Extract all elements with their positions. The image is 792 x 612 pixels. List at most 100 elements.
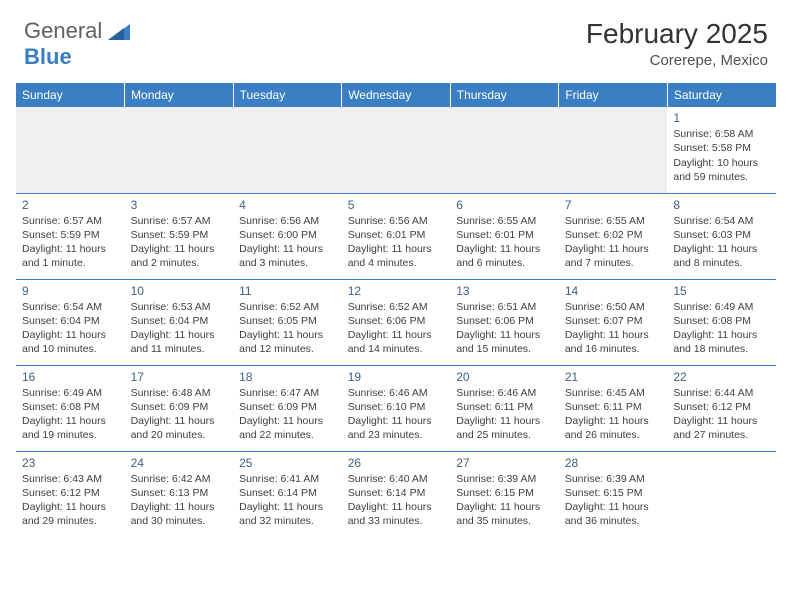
day-number: 10 <box>131 283 228 299</box>
sunset-text: Sunset: 6:14 PM <box>348 486 445 500</box>
calendar-day-cell: 2Sunrise: 6:57 AMSunset: 5:59 PMDaylight… <box>16 193 125 279</box>
calendar-day-cell: 12Sunrise: 6:52 AMSunset: 6:06 PMDayligh… <box>342 279 451 365</box>
daylight-text: Daylight: 11 hours and 30 minutes. <box>131 500 228 528</box>
calendar-week-row: 1Sunrise: 6:58 AMSunset: 5:58 PMDaylight… <box>16 107 776 193</box>
sunrise-text: Sunrise: 6:39 AM <box>565 472 662 486</box>
sunset-text: Sunset: 6:06 PM <box>348 314 445 328</box>
sunrise-text: Sunrise: 6:51 AM <box>456 300 553 314</box>
daylight-text: Daylight: 11 hours and 1 minute. <box>22 242 119 270</box>
calendar-day-cell: 9Sunrise: 6:54 AMSunset: 6:04 PMDaylight… <box>16 279 125 365</box>
month-title: February 2025 <box>586 18 768 50</box>
calendar-day-cell: 24Sunrise: 6:42 AMSunset: 6:13 PMDayligh… <box>125 451 234 537</box>
daylight-text: Daylight: 11 hours and 25 minutes. <box>456 414 553 442</box>
sunset-text: Sunset: 6:08 PM <box>22 400 119 414</box>
calendar-day-cell: 20Sunrise: 6:46 AMSunset: 6:11 PMDayligh… <box>450 365 559 451</box>
logo: General <box>24 18 134 44</box>
calendar-day-cell: 25Sunrise: 6:41 AMSunset: 6:14 PMDayligh… <box>233 451 342 537</box>
daylight-text: Daylight: 11 hours and 2 minutes. <box>131 242 228 270</box>
day-number: 3 <box>131 197 228 213</box>
calendar-week-row: 16Sunrise: 6:49 AMSunset: 6:08 PMDayligh… <box>16 365 776 451</box>
daylight-text: Daylight: 11 hours and 33 minutes. <box>348 500 445 528</box>
sunrise-text: Sunrise: 6:45 AM <box>565 386 662 400</box>
sunset-text: Sunset: 6:05 PM <box>239 314 336 328</box>
calendar-day-cell: 16Sunrise: 6:49 AMSunset: 6:08 PMDayligh… <box>16 365 125 451</box>
calendar-day-cell: 7Sunrise: 6:55 AMSunset: 6:02 PMDaylight… <box>559 193 668 279</box>
daylight-text: Daylight: 11 hours and 32 minutes. <box>239 500 336 528</box>
sunrise-text: Sunrise: 6:42 AM <box>131 472 228 486</box>
daylight-text: Daylight: 11 hours and 4 minutes. <box>348 242 445 270</box>
calendar-day-cell: 4Sunrise: 6:56 AMSunset: 6:00 PMDaylight… <box>233 193 342 279</box>
sunrise-text: Sunrise: 6:56 AM <box>348 214 445 228</box>
daylight-text: Daylight: 11 hours and 23 minutes. <box>348 414 445 442</box>
calendar-day-cell: 18Sunrise: 6:47 AMSunset: 6:09 PMDayligh… <box>233 365 342 451</box>
sunrise-text: Sunrise: 6:41 AM <box>239 472 336 486</box>
day-number: 28 <box>565 455 662 471</box>
sunset-text: Sunset: 6:10 PM <box>348 400 445 414</box>
day-number: 15 <box>673 283 770 299</box>
day-number: 1 <box>673 110 770 126</box>
day-number: 14 <box>565 283 662 299</box>
calendar-body: 1Sunrise: 6:58 AMSunset: 5:58 PMDaylight… <box>16 107 776 537</box>
sunset-text: Sunset: 6:00 PM <box>239 228 336 242</box>
calendar-day-cell <box>342 107 451 193</box>
daylight-text: Daylight: 11 hours and 3 minutes. <box>239 242 336 270</box>
calendar-day-cell: 8Sunrise: 6:54 AMSunset: 6:03 PMDaylight… <box>667 193 776 279</box>
sunset-text: Sunset: 6:09 PM <box>131 400 228 414</box>
daylight-text: Daylight: 11 hours and 19 minutes. <box>22 414 119 442</box>
calendar-day-cell <box>450 107 559 193</box>
sunset-text: Sunset: 6:14 PM <box>239 486 336 500</box>
calendar-day-cell <box>667 451 776 537</box>
sunset-text: Sunset: 6:03 PM <box>673 228 770 242</box>
sunset-text: Sunset: 5:59 PM <box>131 228 228 242</box>
calendar-day-cell: 26Sunrise: 6:40 AMSunset: 6:14 PMDayligh… <box>342 451 451 537</box>
sunrise-text: Sunrise: 6:52 AM <box>348 300 445 314</box>
day-number: 25 <box>239 455 336 471</box>
daylight-text: Daylight: 11 hours and 26 minutes. <box>565 414 662 442</box>
sunset-text: Sunset: 5:58 PM <box>673 141 770 155</box>
daylight-text: Daylight: 11 hours and 11 minutes. <box>131 328 228 356</box>
weekday-header: Sunday <box>16 83 125 107</box>
daylight-text: Daylight: 11 hours and 18 minutes. <box>673 328 770 356</box>
calendar-day-cell: 19Sunrise: 6:46 AMSunset: 6:10 PMDayligh… <box>342 365 451 451</box>
calendar-day-cell: 6Sunrise: 6:55 AMSunset: 6:01 PMDaylight… <box>450 193 559 279</box>
sunset-text: Sunset: 6:01 PM <box>348 228 445 242</box>
sunrise-text: Sunrise: 6:54 AM <box>22 300 119 314</box>
sunrise-text: Sunrise: 6:39 AM <box>456 472 553 486</box>
calendar-day-cell: 1Sunrise: 6:58 AMSunset: 5:58 PMDaylight… <box>667 107 776 193</box>
sunrise-text: Sunrise: 6:50 AM <box>565 300 662 314</box>
day-number: 12 <box>348 283 445 299</box>
logo-text-1: General <box>24 18 102 44</box>
weekday-header: Tuesday <box>233 83 342 107</box>
day-number: 8 <box>673 197 770 213</box>
sunset-text: Sunset: 6:01 PM <box>456 228 553 242</box>
daylight-text: Daylight: 11 hours and 20 minutes. <box>131 414 228 442</box>
calendar-day-cell: 3Sunrise: 6:57 AMSunset: 5:59 PMDaylight… <box>125 193 234 279</box>
location: Corerepe, Mexico <box>586 52 768 69</box>
sunrise-text: Sunrise: 6:49 AM <box>22 386 119 400</box>
sunset-text: Sunset: 6:11 PM <box>456 400 553 414</box>
calendar-day-cell: 17Sunrise: 6:48 AMSunset: 6:09 PMDayligh… <box>125 365 234 451</box>
sunrise-text: Sunrise: 6:44 AM <box>673 386 770 400</box>
header: General February 2025 Corerepe, Mexico <box>0 0 792 77</box>
logo-triangle-icon <box>108 22 130 40</box>
calendar-day-cell: 28Sunrise: 6:39 AMSunset: 6:15 PMDayligh… <box>559 451 668 537</box>
sunset-text: Sunset: 6:02 PM <box>565 228 662 242</box>
sunset-text: Sunset: 6:07 PM <box>565 314 662 328</box>
daylight-text: Daylight: 10 hours and 59 minutes. <box>673 156 770 184</box>
sunrise-text: Sunrise: 6:55 AM <box>565 214 662 228</box>
sunrise-text: Sunrise: 6:46 AM <box>456 386 553 400</box>
sunrise-text: Sunrise: 6:52 AM <box>239 300 336 314</box>
calendar-week-row: 2Sunrise: 6:57 AMSunset: 5:59 PMDaylight… <box>16 193 776 279</box>
day-number: 17 <box>131 369 228 385</box>
day-number: 24 <box>131 455 228 471</box>
calendar-table: Sunday Monday Tuesday Wednesday Thursday… <box>16 83 776 537</box>
weekday-header: Saturday <box>667 83 776 107</box>
daylight-text: Daylight: 11 hours and 8 minutes. <box>673 242 770 270</box>
daylight-text: Daylight: 11 hours and 36 minutes. <box>565 500 662 528</box>
day-number: 6 <box>456 197 553 213</box>
daylight-text: Daylight: 11 hours and 6 minutes. <box>456 242 553 270</box>
sunset-text: Sunset: 6:13 PM <box>131 486 228 500</box>
sunrise-text: Sunrise: 6:48 AM <box>131 386 228 400</box>
day-number: 13 <box>456 283 553 299</box>
calendar-day-cell <box>16 107 125 193</box>
